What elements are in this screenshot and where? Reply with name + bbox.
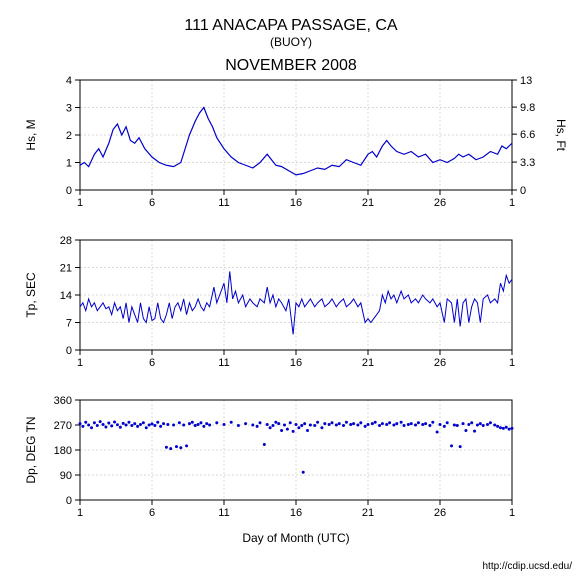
xtick: 1: [509, 357, 515, 369]
xlabel: Day of Month (UTC): [242, 531, 349, 545]
xtick: 11: [218, 357, 229, 369]
ytick-right: 13: [520, 75, 532, 87]
ytick-left: 270: [54, 420, 72, 432]
xtick: 1: [77, 197, 83, 209]
xtick: 1: [77, 357, 83, 369]
chart-title: 111 ANACAPA PASSAGE, CA: [184, 17, 397, 34]
xtick: 21: [362, 357, 374, 369]
ytick-left: 0: [66, 185, 72, 197]
ylabel-left-1: Tp, SEC: [24, 272, 38, 318]
footer-url: http://cdip.ucsd.edu/: [482, 561, 572, 572]
xtick: 16: [290, 357, 302, 369]
ytick-left: 2: [66, 130, 72, 142]
xtick: 6: [149, 197, 155, 209]
xtick: 1: [509, 197, 515, 209]
xtick: 1: [509, 507, 515, 519]
ytick-left: 21: [60, 263, 72, 275]
xtick: 6: [149, 507, 155, 519]
ytick-right: 0: [520, 185, 526, 197]
xtick: 21: [362, 197, 374, 209]
ytick-left: 28: [60, 235, 72, 247]
ytick-left: 7: [66, 318, 72, 330]
xtick: 1: [77, 507, 83, 519]
xtick: 16: [290, 197, 302, 209]
xtick: 6: [149, 357, 155, 369]
xtick: 26: [434, 357, 446, 369]
xtick: 11: [218, 197, 229, 209]
xtick: 21: [362, 507, 374, 519]
ytick-left: 0: [66, 495, 72, 507]
ylabel-right-0: Hs, Ft: [554, 119, 568, 152]
ytick-left: 3: [66, 103, 72, 115]
xtick: 11: [218, 507, 229, 519]
ytick-left: 0: [66, 345, 72, 357]
chart-svg: 111 ANACAPA PASSAGE, CA(BUOY) NOVEMBER 20…: [0, 0, 582, 581]
ytick-right: 3.3: [520, 157, 535, 169]
chart-month: NOVEMBER 2008: [225, 57, 357, 74]
ylabel-left-0: Hs, M: [24, 119, 38, 150]
ytick-left: 14: [60, 290, 72, 302]
xtick: 16: [290, 507, 302, 519]
chart-container: 111 ANACAPA PASSAGE, CA(BUOY) NOVEMBER 20…: [0, 0, 582, 581]
ytick-right: 6.6: [520, 129, 535, 141]
ytick-left: 90: [60, 470, 72, 482]
ytick-left: 180: [54, 445, 72, 457]
ytick-left: 4: [66, 75, 72, 87]
xtick: 26: [434, 507, 446, 519]
chart-subtitle: (BUOY): [270, 35, 312, 49]
xtick: 26: [434, 197, 446, 209]
ytick-left: 1: [66, 158, 72, 170]
ytick-right: 9.8: [520, 102, 535, 114]
ylabel-left-2: Dp, DEG TN: [24, 416, 38, 483]
ytick-left: 360: [54, 395, 72, 407]
